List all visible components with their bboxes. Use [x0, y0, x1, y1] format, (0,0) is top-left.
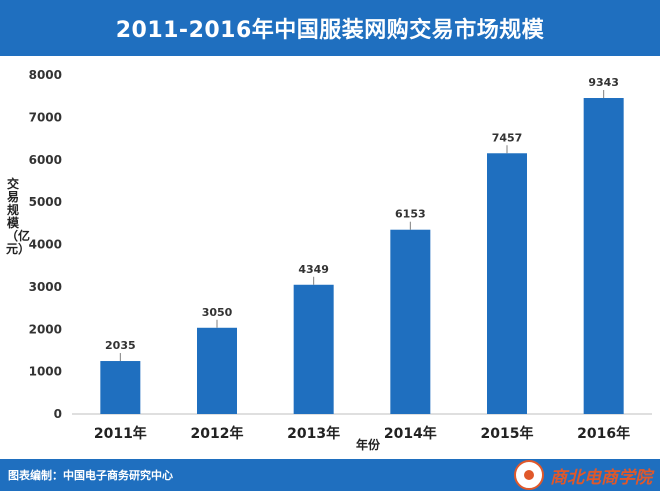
data-label: 7457 [492, 131, 523, 144]
y-tick-label: 4000 [29, 238, 62, 252]
x-tick-label: 2014年 [384, 425, 437, 442]
bar [293, 284, 334, 414]
x-tick-label: 2012年 [191, 425, 244, 442]
bar [390, 229, 431, 414]
y-tick-label: 5000 [29, 195, 62, 209]
data-label: 3050 [202, 306, 233, 319]
y-tick-label: 0 [54, 407, 62, 421]
y-tick-label: 7000 [29, 110, 62, 124]
bar-chart: 0 1000 2000 3000 4000 5000 6000 7000 8000 2035 201… [29, 68, 652, 442]
y-tick-label: 6000 [29, 153, 62, 167]
x-tick-label: 2015年 [481, 425, 534, 442]
logo: 商北电商学院 [514, 459, 652, 491]
footer-bar: 图表编制：中国电子商务研究中心 商北电商学院 [0, 459, 660, 491]
y-tick-label: 2000 [29, 322, 62, 336]
bar [100, 361, 141, 414]
bar [197, 327, 237, 414]
data-label: 9343 [588, 76, 619, 89]
bar [487, 153, 527, 414]
logo-emblem-icon [514, 460, 544, 490]
y-tick-label: 8000 [29, 68, 62, 82]
data-label: 2035 [105, 339, 136, 352]
data-label: 4349 [298, 263, 329, 276]
x-tick-label: 2013年 [287, 425, 340, 442]
chart-title: 2011-2016年中国服装网购交易市场规模 [115, 18, 545, 43]
data-label: 6153 [395, 208, 426, 221]
y-tick-label: 1000 [29, 365, 62, 379]
x-axis-label: 年份 [356, 438, 381, 452]
x-tick-label: 2016年 [577, 425, 630, 442]
x-tick-label: 2011年 [94, 425, 147, 442]
y-axis-label: 交易规模（亿元） [6, 177, 31, 256]
title-bar: 2011-2016年中国服装网购交易市场规模 [0, 0, 660, 56]
bar [583, 98, 624, 414]
y-tick-label: 3000 [29, 280, 62, 294]
source-note: 图表编制：中国电子商务研究中心 [8, 469, 173, 482]
logo-text: 商北电商学院 [550, 467, 652, 488]
